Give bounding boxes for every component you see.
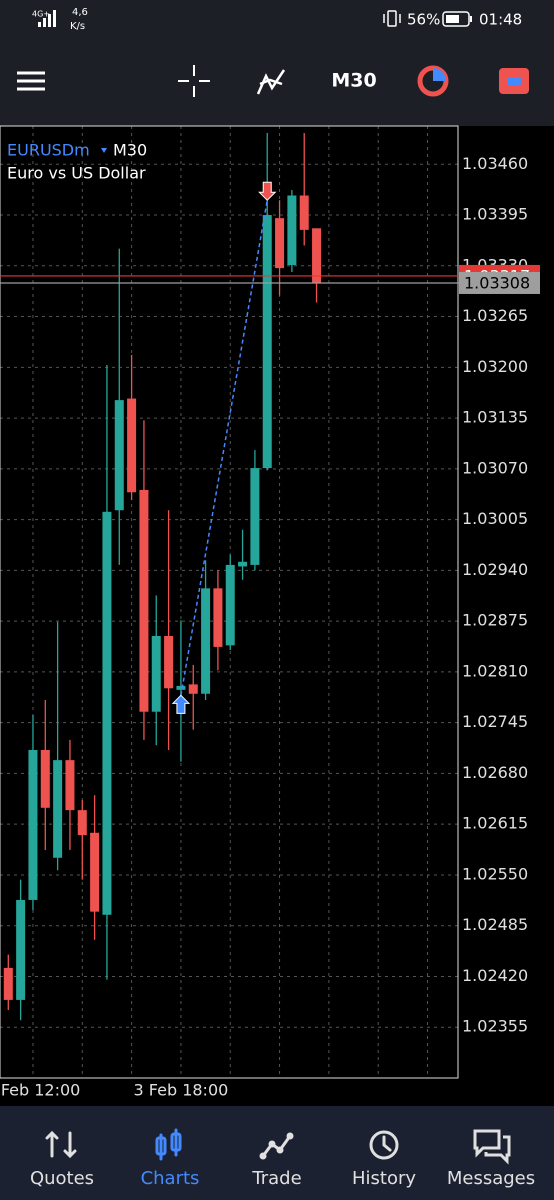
candle-body [127, 398, 137, 493]
candle-body [262, 215, 272, 469]
nav-label: Trade [251, 1168, 301, 1189]
candle-body [3, 967, 13, 1000]
menu-button[interactable] [17, 71, 45, 91]
speed-value: 4,6 [72, 7, 88, 18]
objects-button[interactable] [417, 65, 449, 97]
battery-text: 56% [407, 11, 440, 29]
y-tick-label: 1.03265 [462, 306, 528, 325]
candle-body [53, 760, 63, 858]
nav-icon [286, 1132, 294, 1140]
signal-icon [38, 10, 56, 27]
candle-body [16, 899, 26, 1000]
candle-body [90, 832, 100, 912]
nav-item[interactable]: Messages [447, 1129, 535, 1189]
nav-icon [276, 1146, 284, 1154]
speed-unit: K/s [70, 21, 85, 32]
nav-icon [369, 1130, 399, 1160]
candle-body [213, 588, 223, 647]
candle-body [250, 468, 260, 565]
nav-label: Charts [141, 1168, 200, 1189]
candle-body [225, 564, 235, 646]
candle-body [287, 195, 297, 266]
y-tick-label: 1.02875 [462, 611, 528, 630]
candle-body [201, 588, 211, 694]
symbol[interactable]: EURUSDm [7, 141, 90, 160]
y-tick-label: 1.02940 [462, 560, 528, 579]
nav-icon [259, 1152, 267, 1160]
nav-item[interactable]: Charts [141, 1128, 200, 1189]
nav-icon [170, 1132, 182, 1152]
y-tick-label: 1.02550 [462, 864, 528, 883]
y-tick-label: 1.02485 [462, 915, 528, 934]
nav-item[interactable]: History [352, 1130, 416, 1189]
symbol-dropdown[interactable] [101, 148, 107, 153]
nav-label: Messages [447, 1168, 535, 1189]
y-tick-label: 1.02810 [462, 661, 528, 680]
top-bar-bg [0, 0, 554, 126]
candle-body [114, 400, 124, 511]
candle-body [102, 511, 112, 915]
y-tick-label: 1.03395 [462, 205, 528, 224]
price-tag [459, 271, 540, 294]
crosshair-button[interactable] [178, 65, 210, 97]
y-tick-label: 1.03460 [462, 154, 528, 173]
nav-icon [473, 1129, 501, 1158]
network: 4G+ [32, 10, 50, 19]
nav-icon [484, 1135, 511, 1165]
nav-icon [155, 1136, 167, 1156]
candle-body [164, 635, 174, 689]
candle-body [312, 228, 322, 283]
candle-body [188, 684, 198, 694]
candle-body [299, 195, 309, 230]
chart-timeframe: M30 [113, 141, 147, 160]
nav-icon [45, 1130, 77, 1159]
candle-body [65, 760, 75, 811]
indicators-button[interactable] [256, 69, 286, 95]
candle-body [139, 489, 149, 712]
price-tag-label: 1.03308 [464, 273, 530, 292]
candle-body [176, 685, 186, 690]
nav-icon [382, 1135, 392, 1152]
x-tick-label: 3 Feb 12:00 [0, 1081, 80, 1100]
nav-icon [261, 1134, 292, 1158]
candle-body [77, 810, 87, 836]
candle-body [151, 635, 161, 712]
y-tick-label: 1.03070 [462, 458, 528, 477]
battery-icon [442, 11, 472, 27]
chart-frame [0, 125, 459, 1079]
trade-marker [171, 694, 191, 714]
y-tick-label: 1.02615 [462, 814, 528, 833]
x-tick-label: 3 Feb 18:00 [134, 1081, 229, 1100]
y-tick-label: 1.02745 [462, 712, 528, 731]
candle-body [238, 561, 248, 567]
symbol-description: Euro vs US Dollar [7, 164, 146, 183]
vibrate-icon [383, 10, 401, 27]
nav-icon [268, 1140, 276, 1148]
nav-label: Quotes [30, 1168, 94, 1189]
candle-body [40, 749, 50, 808]
y-tick-label: 1.03005 [462, 509, 528, 528]
candle-body [275, 218, 285, 269]
candle-body [28, 749, 38, 900]
y-tick-label: 1.03135 [462, 408, 528, 427]
trade-marker [258, 181, 277, 201]
y-tick-label: 1.03200 [462, 357, 528, 376]
y-tick-label: 1.02355 [462, 1017, 528, 1036]
trade-button[interactable] [499, 68, 529, 94]
time-scale-bg [0, 1078, 458, 1106]
bottom-nav [0, 1106, 554, 1200]
nav-label: History [352, 1168, 416, 1189]
clock: 01:48 [479, 11, 522, 29]
nav-item[interactable]: Quotes [30, 1130, 94, 1189]
y-tick-label: 1.02420 [462, 966, 528, 985]
y-tick-label: 1.02680 [462, 763, 528, 782]
timeframe-button[interactable]: M30 [331, 70, 376, 92]
nav-item[interactable]: Trade [251, 1132, 302, 1190]
